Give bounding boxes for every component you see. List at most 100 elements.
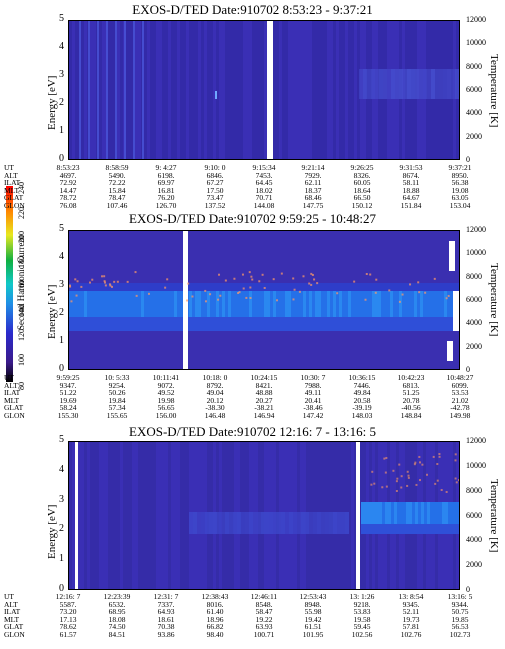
spectrogram-cell [318, 291, 321, 317]
spectrogram-cell [126, 283, 129, 291]
table-cell-glat: 63.93 [255, 622, 273, 632]
spectrogram-cell [459, 291, 460, 317]
spectrogram-cell [327, 283, 330, 291]
spectrogram-cell [180, 21, 183, 159]
spectrogram-cell [120, 21, 123, 159]
panel-1-ytick: 4 [59, 41, 64, 52]
table-cell-mlt: 19.69 [59, 395, 77, 405]
spectrogram-cell [277, 512, 281, 534]
spectrogram-cell [201, 283, 204, 291]
spectrogram-cell [360, 283, 363, 291]
spectrogram-cell [96, 291, 99, 317]
spectrogram-cell [218, 273, 221, 276]
table-cell-mlt: 16.81 [157, 185, 175, 195]
spectrogram-cell [430, 502, 433, 524]
table-cell-glat: -40.56 [401, 403, 421, 413]
table-cell-mlt: 19.58 [353, 614, 371, 624]
spectrogram-cell [81, 291, 84, 317]
spectrogram-cell [138, 317, 141, 331]
spectrogram-cell [354, 21, 357, 159]
spectrogram-cell [436, 479, 439, 482]
spectrogram-cell [248, 271, 251, 274]
spectrogram-cell [159, 283, 162, 291]
table-cell-alt: 6099. [451, 380, 469, 390]
row-label-glat: GLAT [4, 403, 24, 413]
row-label-glat: GLAT [4, 622, 24, 632]
spectrogram-cell [351, 21, 354, 159]
table-cell-alt: 9218. [353, 599, 371, 609]
spectrogram-cell [75, 317, 78, 331]
spectrogram-cell [417, 317, 420, 331]
spectrogram-cell [375, 278, 378, 281]
spectrogram-cell [241, 273, 244, 276]
panel-1-ytick: 1 [59, 125, 64, 136]
spectrogram-cell [385, 502, 388, 524]
spectrogram-cell [180, 442, 183, 589]
spectrogram-cell [348, 283, 351, 291]
spectrogram-cell [69, 291, 72, 317]
spectrogram-cell [420, 317, 423, 331]
spectrogram-cell [415, 524, 418, 534]
row-label-glon: GLON [4, 201, 25, 210]
spectrogram-cell [415, 483, 418, 486]
spectrogram-cell [450, 283, 453, 291]
spectrogram-cell [195, 291, 198, 317]
table-cell-alt: 8421. [255, 380, 273, 390]
spectrogram-cell [76, 280, 79, 283]
spectrogram-cell [438, 283, 441, 291]
spectrogram-cell [96, 442, 99, 589]
table-cell-alt: 7929. [304, 170, 322, 180]
spectrogram-cell [192, 317, 195, 331]
spectrogram-cell [387, 69, 391, 99]
spectrogram-cell [330, 283, 333, 291]
row-label-mlt: MLT [4, 185, 20, 195]
spectrogram-cell [258, 317, 261, 331]
spectrogram-cell [249, 296, 252, 299]
spectrogram-cell [457, 502, 459, 524]
spectrogram-cell [210, 283, 213, 291]
panel-3-ytick-right: 6000 [466, 510, 482, 520]
table-cell-ilat: 62.11 [304, 178, 322, 188]
table-cell-alt: 8792. [206, 380, 224, 390]
spectrogram-cell [449, 241, 455, 271]
spectrogram-cell [72, 442, 75, 589]
spectrogram-cell [454, 524, 457, 534]
spectrogram-cell [150, 442, 153, 589]
spectrogram-cell [345, 512, 349, 534]
spectrogram-cell [111, 442, 114, 589]
spectrogram-cell [371, 470, 374, 473]
row-label-glat: GLAT [4, 193, 24, 203]
table-cell-ut: 9:26:25 [350, 163, 374, 172]
spectrogram-cell [444, 283, 447, 291]
spectrogram-cell [348, 21, 351, 159]
spectrogram-cell [156, 21, 159, 159]
spectrogram-cell [201, 291, 204, 317]
spectrogram-cell [141, 291, 144, 317]
spectrogram-cell [153, 21, 156, 159]
spectrogram-cell [459, 283, 460, 291]
spectrogram-cell [205, 512, 209, 534]
table-cell-ut: 9:59:25 [56, 373, 80, 382]
spectrogram-cell [367, 524, 370, 534]
spectrogram-cell [402, 283, 405, 291]
spectrogram-cell [369, 317, 372, 331]
table-cell-alt: 5587. [59, 599, 77, 609]
table-cell-ilat: 58.11 [402, 178, 420, 188]
spectrogram-cell [104, 281, 107, 284]
table-cell-ilat: 55.98 [304, 607, 322, 617]
spectrogram-cell [207, 317, 210, 331]
spectrogram-cell [233, 277, 236, 280]
spectrogram-cell [177, 442, 180, 589]
table-cell-mlt: 17.13 [59, 614, 77, 624]
spectrogram-cell [231, 283, 234, 291]
table-cell-ilat: 51.25 [402, 388, 420, 398]
spectrogram-cell [166, 278, 169, 281]
spectrogram-cell [124, 21, 126, 159]
spectrogram-cell [84, 21, 87, 159]
spectrogram-cell [393, 317, 396, 331]
table-cell-glat: 64.67 [402, 193, 420, 203]
spectrogram-cell [400, 475, 403, 478]
spectrogram-cell [138, 291, 141, 317]
spectrogram-cell [261, 317, 264, 331]
spectrogram-cell [111, 317, 114, 331]
